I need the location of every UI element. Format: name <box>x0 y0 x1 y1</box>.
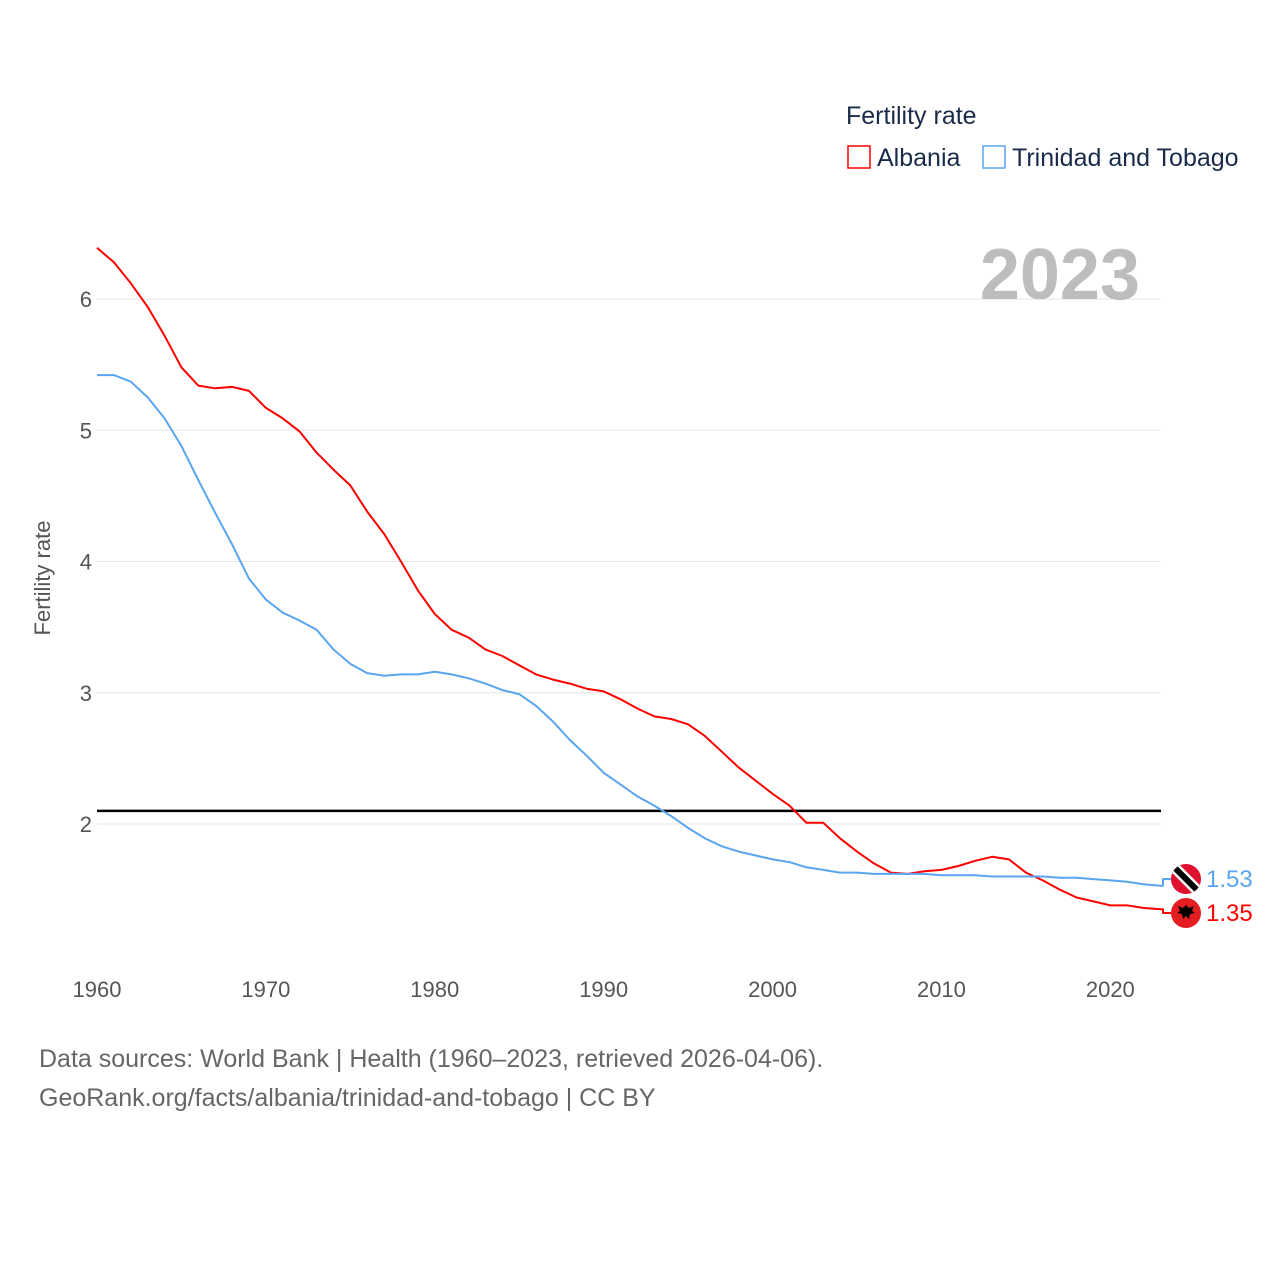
series-line-albania <box>96 247 1172 914</box>
legend-swatch-albania <box>847 145 871 169</box>
x-tick-label: 1970 <box>241 977 290 1002</box>
year-label: 2023 <box>980 235 1140 315</box>
y-tick-label: 4 <box>80 550 92 575</box>
x-tick-label: 2000 <box>748 977 797 1002</box>
legend-label-trinidad[interactable]: Trinidad and Tobago <box>1012 144 1239 172</box>
end-label-albania: 1.35 <box>1206 900 1253 927</box>
y-tick-label: 6 <box>80 287 92 312</box>
series-line-trinidad-and-tobago <box>97 374 1172 887</box>
y-tick-label: 5 <box>80 418 92 443</box>
legend-label-albania[interactable]: Albania <box>877 144 960 172</box>
x-tick-label: 2020 <box>1086 977 1135 1002</box>
footer-source: Data sources: World Bank | Health (1960–… <box>39 1045 824 1073</box>
x-tick-label: 1990 <box>579 977 628 1002</box>
x-tick-label: 2010 <box>917 977 966 1002</box>
footer-link[interactable]: GeoRank.org/facts/albania/trinidad-and-t… <box>39 1084 656 1112</box>
y-tick-label: 3 <box>80 681 92 706</box>
y-axis-label: Fertility rate <box>30 521 55 636</box>
legend-swatch-trinidad <box>982 145 1006 169</box>
legend: Fertility rate Albania Trinidad and Toba… <box>846 102 1239 172</box>
end-label-trinidad: 1.53 <box>1206 866 1253 893</box>
legend-title: Fertility rate <box>846 102 977 130</box>
albania-flag-icon <box>1171 898 1201 928</box>
y-tick-label: 2 <box>80 812 92 837</box>
x-tick-label: 1980 <box>410 977 459 1002</box>
trinidad-flag-icon <box>1171 864 1201 894</box>
x-tick-label: 1960 <box>73 977 122 1002</box>
